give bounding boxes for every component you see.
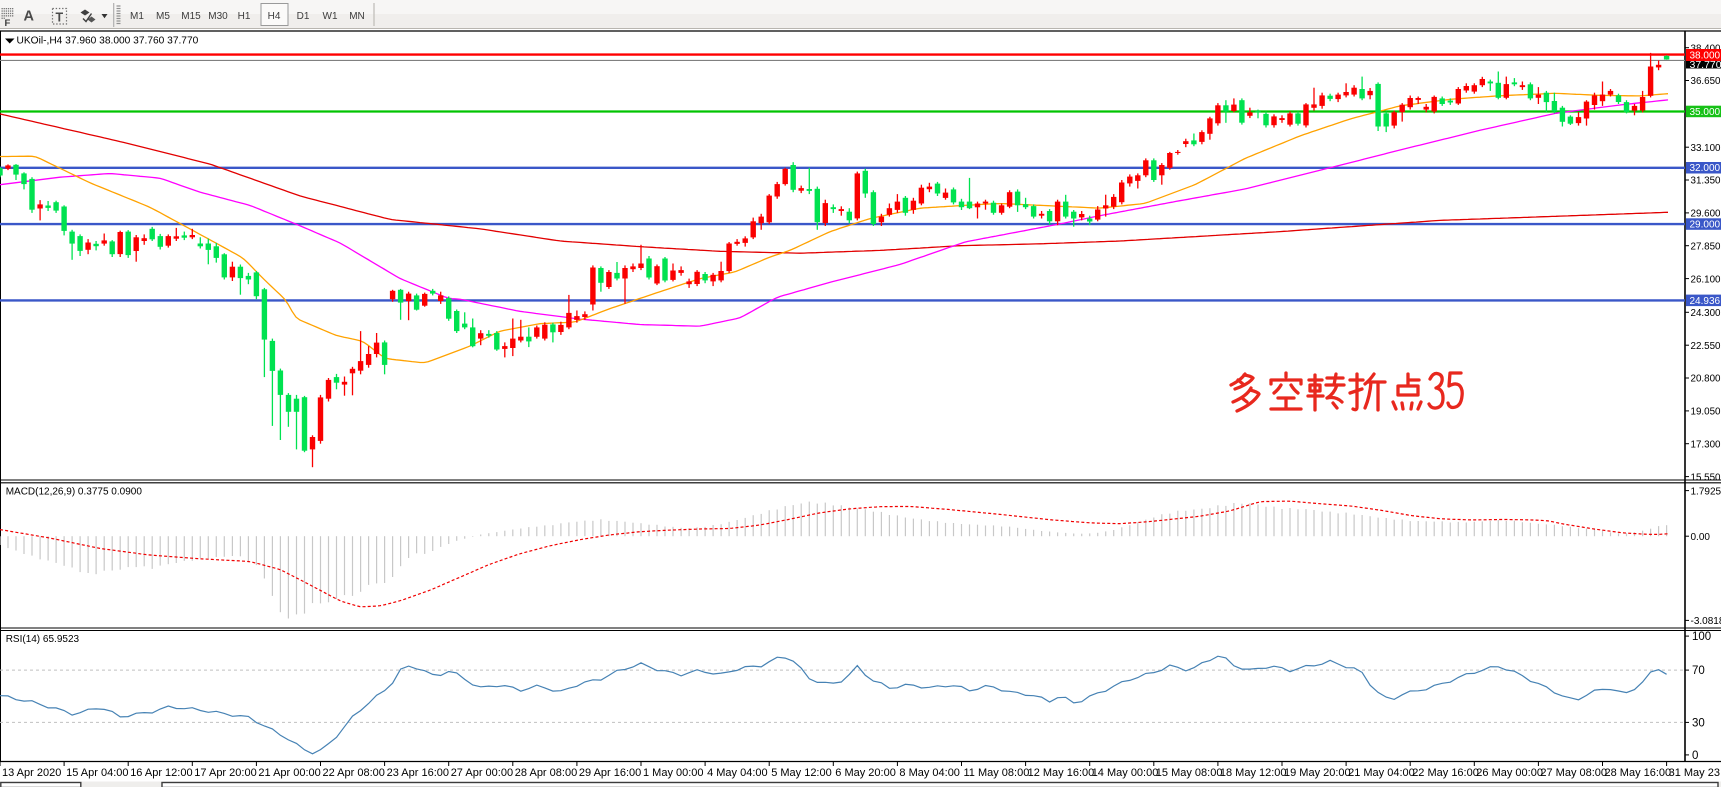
svg-text:26.100: 26.100 — [1691, 274, 1721, 285]
svg-text:22.550: 22.550 — [1691, 341, 1721, 352]
svg-text:M15: M15 — [181, 11, 201, 22]
svg-text:27 May 08:00: 27 May 08:00 — [1540, 767, 1607, 779]
svg-text:5 May 12:00: 5 May 12:00 — [771, 767, 832, 779]
svg-text:15 Apr 04:00: 15 Apr 04:00 — [66, 767, 128, 779]
svg-text:F: F — [5, 18, 11, 29]
svg-text:4 May 04:00: 4 May 04:00 — [707, 767, 768, 779]
svg-text:70: 70 — [1692, 665, 1705, 677]
svg-text:14 May 00:00: 14 May 00:00 — [1092, 767, 1159, 779]
svg-text:MN: MN — [349, 11, 365, 22]
svg-text:29 Apr 16:00: 29 Apr 16:00 — [579, 767, 641, 779]
svg-text:17.300: 17.300 — [1691, 439, 1721, 450]
svg-text:27 Apr 00:00: 27 Apr 00:00 — [451, 767, 513, 779]
svg-text:28 Apr 08:00: 28 Apr 08:00 — [515, 767, 577, 779]
svg-text:21 Apr 00:00: 21 Apr 00:00 — [258, 767, 320, 779]
svg-text:H4: H4 — [268, 11, 281, 22]
svg-text:0: 0 — [1692, 750, 1698, 762]
svg-text:0.00: 0.00 — [1691, 532, 1711, 543]
svg-text:26 May 00:00: 26 May 00:00 — [1476, 767, 1543, 779]
svg-text:12 May 16:00: 12 May 16:00 — [1028, 767, 1095, 779]
svg-text:6 May 20:00: 6 May 20:00 — [835, 767, 896, 779]
svg-text:11 May 08:00: 11 May 08:00 — [964, 767, 1030, 779]
svg-text:MACD(12,26,9) 0.3775 0.0900: MACD(12,26,9) 0.3775 0.0900 — [6, 487, 143, 498]
svg-text:20.800: 20.800 — [1691, 374, 1721, 385]
svg-text:29.600: 29.600 — [1691, 209, 1721, 220]
svg-text:-3.0818: -3.0818 — [1691, 616, 1721, 627]
svg-text:100: 100 — [1692, 631, 1711, 643]
svg-text:31 May 23:00: 31 May 23:00 — [1669, 767, 1721, 779]
svg-text:19 May 20:00: 19 May 20:00 — [1284, 767, 1351, 779]
svg-text:32.000: 32.000 — [1690, 163, 1721, 174]
svg-text:30: 30 — [1692, 717, 1705, 729]
svg-text:22 May 16:00: 22 May 16:00 — [1412, 767, 1479, 779]
svg-text:1.7925: 1.7925 — [1691, 486, 1721, 497]
svg-text:UKOil-,H4 37.960 38.000 37.76: UKOil-,H4 37.960 38.000 37.760 37.770 — [17, 36, 199, 47]
svg-text:33.100: 33.100 — [1691, 143, 1721, 154]
svg-text:23 Apr 16:00: 23 Apr 16:00 — [387, 767, 449, 779]
svg-text:21 May 04:00: 21 May 04:00 — [1348, 767, 1415, 779]
svg-text:19.050: 19.050 — [1691, 407, 1721, 418]
svg-text:16 Apr 12:00: 16 Apr 12:00 — [130, 767, 192, 779]
svg-text:13 Apr 2020: 13 Apr 2020 — [2, 767, 61, 779]
svg-text:24.300: 24.300 — [1691, 308, 1721, 319]
svg-text:24.936: 24.936 — [1690, 296, 1721, 307]
svg-text:18 May 12:00: 18 May 12:00 — [1220, 767, 1287, 779]
svg-text:35.000: 35.000 — [1690, 107, 1721, 118]
svg-text:36.650: 36.650 — [1691, 76, 1721, 87]
svg-text:15 May 08:00: 15 May 08:00 — [1156, 767, 1223, 779]
svg-text:37.770: 37.770 — [1690, 59, 1721, 71]
svg-text:D1: D1 — [297, 11, 310, 22]
svg-text:W1: W1 — [323, 11, 338, 22]
svg-text:31.350: 31.350 — [1691, 176, 1721, 187]
svg-text:RSI(14) 65.9523: RSI(14) 65.9523 — [6, 634, 80, 645]
svg-text:29.000: 29.000 — [1690, 220, 1721, 231]
svg-text:A: A — [24, 9, 35, 25]
svg-text:M1: M1 — [130, 11, 144, 22]
svg-text:H1: H1 — [238, 11, 251, 22]
svg-text:M5: M5 — [156, 11, 170, 22]
svg-text:27.850: 27.850 — [1691, 241, 1721, 252]
svg-text:T: T — [56, 11, 64, 25]
svg-text:M30: M30 — [208, 11, 228, 22]
svg-text:1 May 00:00: 1 May 00:00 — [643, 767, 704, 779]
svg-text:28 May 16:00: 28 May 16:00 — [1605, 767, 1672, 779]
svg-text:22 Apr 08:00: 22 Apr 08:00 — [323, 767, 385, 779]
svg-text:8 May 04:00: 8 May 04:00 — [899, 767, 960, 779]
svg-text:17 Apr 20:00: 17 Apr 20:00 — [194, 767, 256, 779]
svg-text:15.550: 15.550 — [1691, 472, 1721, 483]
